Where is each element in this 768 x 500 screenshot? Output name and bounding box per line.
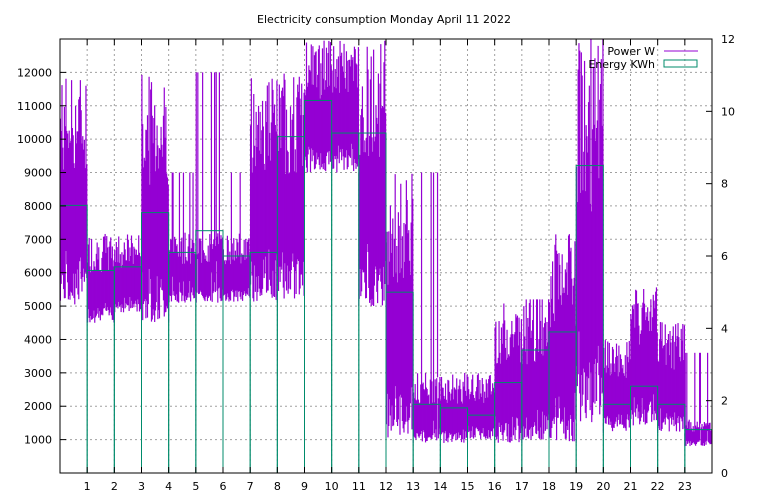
- x-tick-label: 7: [247, 480, 254, 493]
- y2-tick-label: 6: [721, 250, 728, 263]
- x-tick-label: 12: [379, 480, 393, 493]
- x-tick-label: 15: [461, 480, 475, 493]
- y-tick-label: 6000: [24, 267, 52, 280]
- y-tick-label: 9000: [24, 167, 52, 180]
- y-tick-label: 10000: [17, 133, 52, 146]
- y-tick-label: 2000: [24, 400, 52, 413]
- legend-label-energy: Energy KWh: [588, 58, 655, 71]
- y2-tick-label: 10: [721, 105, 735, 118]
- x-tick-label: 16: [488, 480, 502, 493]
- y-tick-label: 3000: [24, 367, 52, 380]
- x-tick-label: 9: [301, 480, 308, 493]
- energy-bar: [331, 132, 360, 474]
- y-tick-label: 12000: [17, 66, 52, 79]
- x-tick-label: 6: [220, 480, 227, 493]
- y-tick-label: 5000: [24, 300, 52, 313]
- x-tick-label: 17: [515, 480, 529, 493]
- y2-tick-label: 0: [721, 467, 728, 480]
- legend-swatch-energy: [663, 59, 698, 68]
- y-tick-label: 8000: [24, 200, 52, 213]
- x-tick-label: 10: [325, 480, 339, 493]
- y2-tick-label: 8: [721, 178, 728, 191]
- legend: Power W Energy KWh: [588, 45, 698, 71]
- x-tick-label: 4: [165, 480, 172, 493]
- x-tick-label: 14: [433, 480, 447, 493]
- axis-layer: 1 2 3 4 5 6 7 8 9 10 11 12 13 14 15 16 17 18 19 20 21 22 23100…: [17, 33, 735, 493]
- y2-tick-label: 12: [721, 33, 735, 46]
- x-tick-label: 1: [84, 480, 91, 493]
- x-tick-label: 13: [406, 480, 420, 493]
- power-series: [59, 39, 713, 447]
- legend-label-power: Power W: [607, 45, 655, 58]
- y-tick-label: 4000: [24, 333, 52, 346]
- y2-tick-label: 2: [721, 395, 728, 408]
- x-tick-label: 18: [542, 480, 556, 493]
- y2-tick-label: 4: [721, 322, 728, 335]
- y-tick-label: 11000: [17, 100, 52, 113]
- x-tick-label: 3: [138, 480, 145, 493]
- x-tick-label: 20: [596, 480, 610, 493]
- x-tick-label: 8: [274, 480, 281, 493]
- x-tick-label: 21: [624, 480, 638, 493]
- x-tick-label: 11: [352, 480, 366, 493]
- x-tick-label: 19: [569, 480, 583, 493]
- x-tick-label: 2: [111, 480, 118, 493]
- y-tick-label: 7000: [24, 233, 52, 246]
- x-tick-label: 22: [651, 480, 665, 493]
- y-tick-label: 1000: [24, 434, 52, 447]
- x-tick-label: 23: [678, 480, 692, 493]
- x-tick-label: 5: [192, 480, 199, 493]
- chart-title: Electricity consumption Monday April 11 …: [257, 13, 511, 26]
